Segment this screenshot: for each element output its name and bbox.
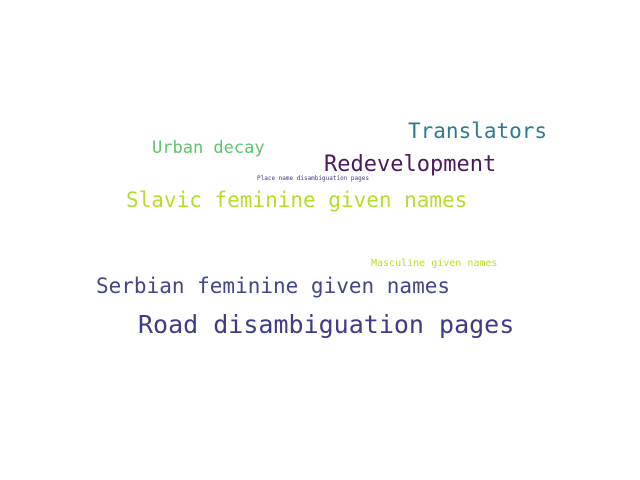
word-serbian-feminine-given-names: Serbian feminine given names bbox=[96, 274, 451, 298]
word-place-name-disambiguation-pages: Place name disambiguation pages bbox=[257, 175, 369, 182]
word-slavic-feminine-given-names: Slavic feminine given names bbox=[126, 188, 468, 212]
word-translators: Translators bbox=[408, 119, 548, 143]
word-redevelopment: Redevelopment bbox=[324, 152, 497, 177]
word-road-disambiguation-pages: Road disambiguation pages bbox=[138, 310, 515, 339]
word-masculine-given-names: Masculine given names bbox=[371, 258, 498, 269]
word-urban-decay: Urban decay bbox=[152, 138, 265, 158]
